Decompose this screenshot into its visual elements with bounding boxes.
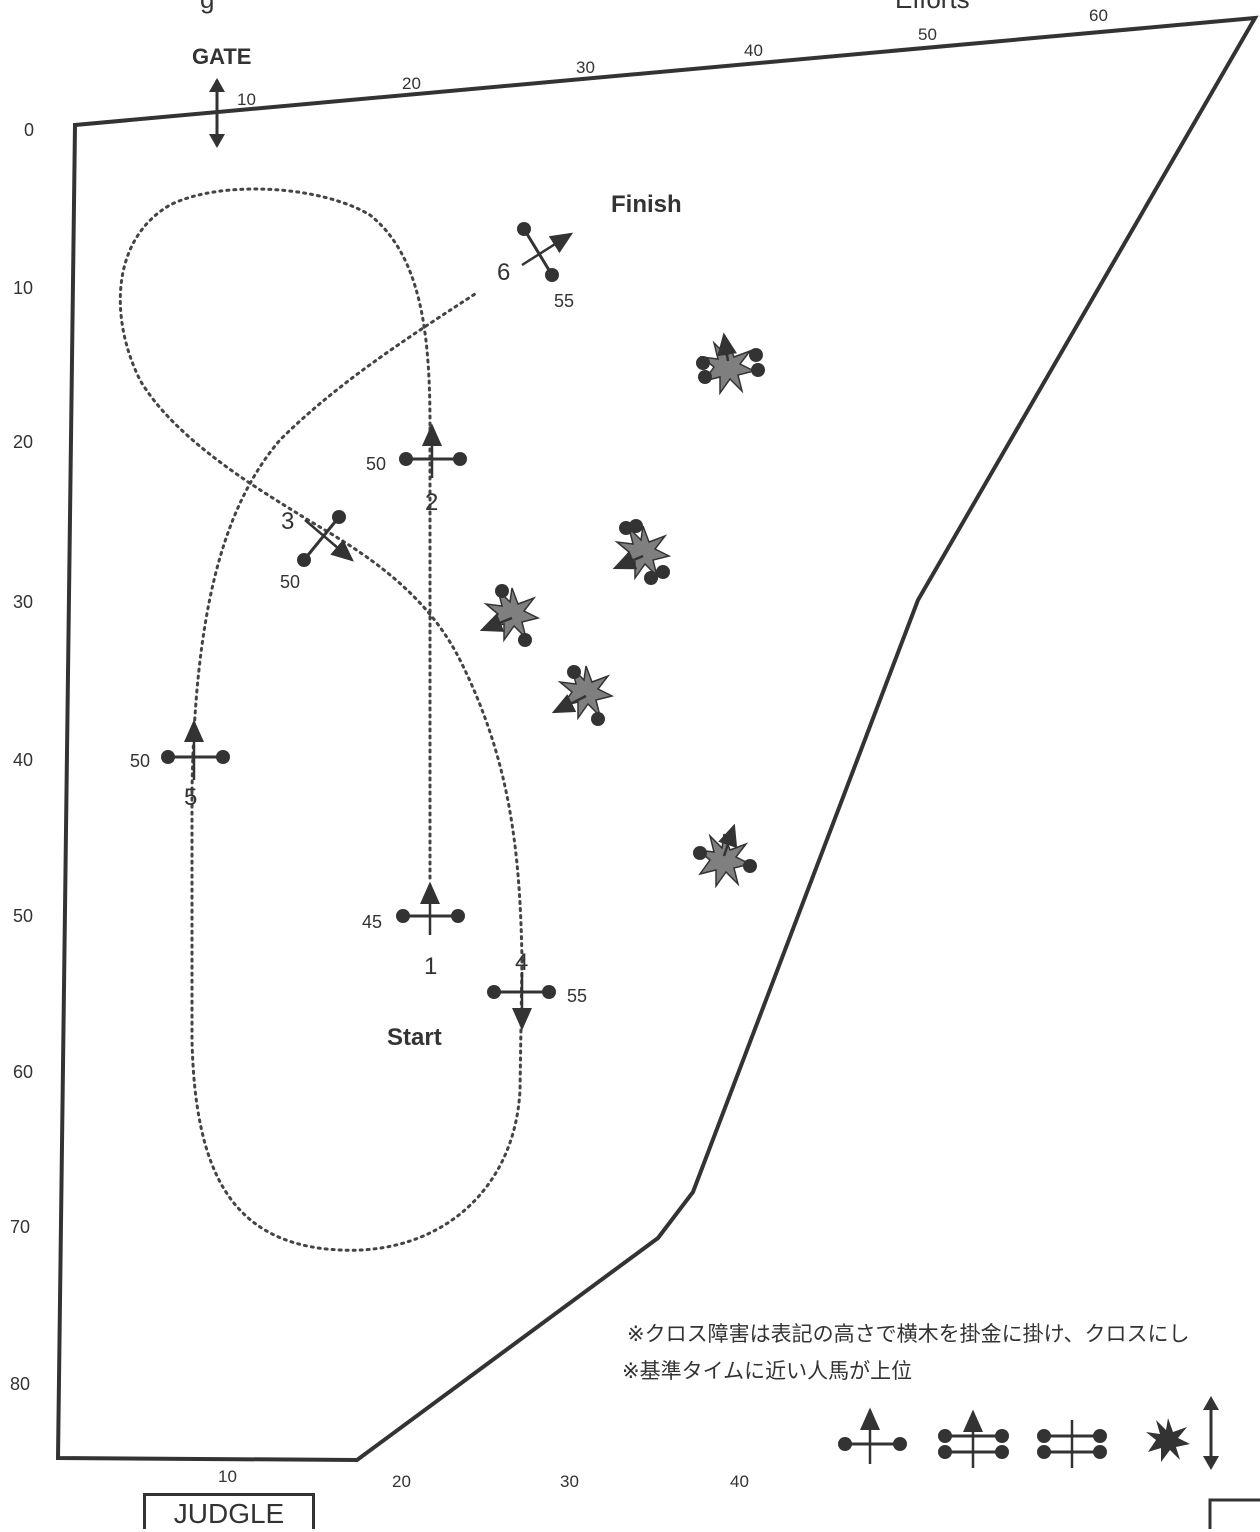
obstacle-4: 55 4 (487, 949, 587, 1031)
obstacle-3: 50 3 (280, 508, 354, 592)
gate-label: GATE (192, 44, 251, 69)
ruler-top-40: 40 (744, 41, 763, 60)
ruler-left-80: 80 (10, 1374, 30, 1394)
unused-obstacle-3 (479, 584, 541, 647)
obstacle-6-height: 55 (554, 291, 574, 311)
obstacle-3-number: 3 (281, 508, 294, 535)
ruler-top-50: 50 (918, 25, 937, 44)
obstacle-6: 55 6 (497, 222, 574, 311)
gate-arrow-icon (1203, 1396, 1219, 1470)
arena-boundary (55, 15, 1259, 1463)
unused-obstacle-4 (551, 665, 615, 726)
obstacle-1-number: 1 (424, 953, 437, 980)
ruler-left-20: 20 (13, 432, 33, 452)
oxer-icon (938, 1409, 1009, 1468)
riding-route (118, 187, 524, 1252)
oxer-alt-icon (1037, 1420, 1107, 1468)
partial-box (1208, 1498, 1260, 1529)
unused-obstacle-2 (612, 519, 672, 585)
obstacle-1-height: 45 (362, 912, 382, 932)
obstacle-4-height: 55 (567, 986, 587, 1006)
unused-obstacle-5 (693, 823, 757, 889)
header-partial-left: g (200, 0, 214, 14)
ruler-left-70: 70 (10, 1217, 30, 1237)
finish-label: Finish (611, 191, 682, 218)
note-cross-rule: ※クロス障害は表記の高さで横木を掛金に掛け、クロスにし (627, 1322, 1190, 1346)
ruler-left-30: 30 (13, 592, 33, 612)
top-ruler: 10 20 30 40 50 60 (237, 6, 1108, 109)
obstacle-2-number: 2 (425, 489, 438, 516)
obstacle-2: 50 2 (366, 423, 467, 516)
obstacle-5-number: 5 (184, 784, 197, 811)
judge-box: JUDGLE (143, 1493, 315, 1529)
obstacle-6-number: 6 (497, 259, 510, 286)
left-ruler: 0 10 20 30 40 50 60 70 80 (10, 120, 34, 1394)
ruler-bottom-30: 30 (560, 1472, 579, 1491)
obstacle-4-number: 4 (515, 949, 528, 976)
ruler-left-0: 0 (24, 120, 34, 140)
start-label: Start (387, 1024, 442, 1051)
ruler-top-60: 60 (1089, 6, 1108, 25)
obstacle-5-height: 50 (130, 751, 150, 771)
ruler-left-40: 40 (13, 750, 33, 770)
bottom-ruler: 10 20 30 40 (218, 1467, 749, 1491)
ruler-top-20: 20 (402, 74, 421, 93)
vertical-icon (838, 1407, 907, 1464)
obstacle-2-height: 50 (366, 454, 386, 474)
header-partial-efforts: Efforts (895, 0, 970, 14)
ruler-top-10: 10 (237, 90, 256, 109)
other-obstacle-icon (1146, 1418, 1190, 1462)
ruler-left-10: 10 (13, 278, 33, 298)
ruler-left-50: 50 (13, 906, 33, 926)
obstacle-5: 50 5 (130, 719, 230, 811)
legend (838, 1396, 1219, 1470)
ruler-left-60: 60 (13, 1062, 33, 1082)
ruler-top-30: 30 (576, 58, 595, 77)
ruler-bottom-20: 20 (392, 1472, 411, 1491)
ruler-bottom-40: 40 (730, 1472, 749, 1491)
note-standard-time: ※基準タイムに近い人馬が上位 (622, 1359, 913, 1383)
obstacle-1: 45 1 (362, 881, 465, 980)
obstacle-3-height: 50 (280, 572, 300, 592)
gate: GATE (192, 44, 251, 148)
unused-obstacles (479, 332, 765, 889)
unused-obstacle-1 (696, 332, 765, 396)
ruler-bottom-10: 10 (218, 1467, 237, 1486)
